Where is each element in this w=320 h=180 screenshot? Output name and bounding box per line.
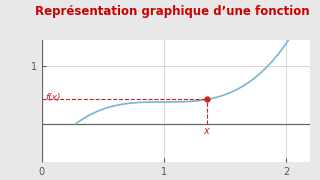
Text: Représentation graphique d’une fonction: Représentation graphique d’une fonction [36, 5, 310, 18]
Text: x: x [204, 126, 209, 136]
Text: f(x): f(x) [45, 93, 61, 102]
